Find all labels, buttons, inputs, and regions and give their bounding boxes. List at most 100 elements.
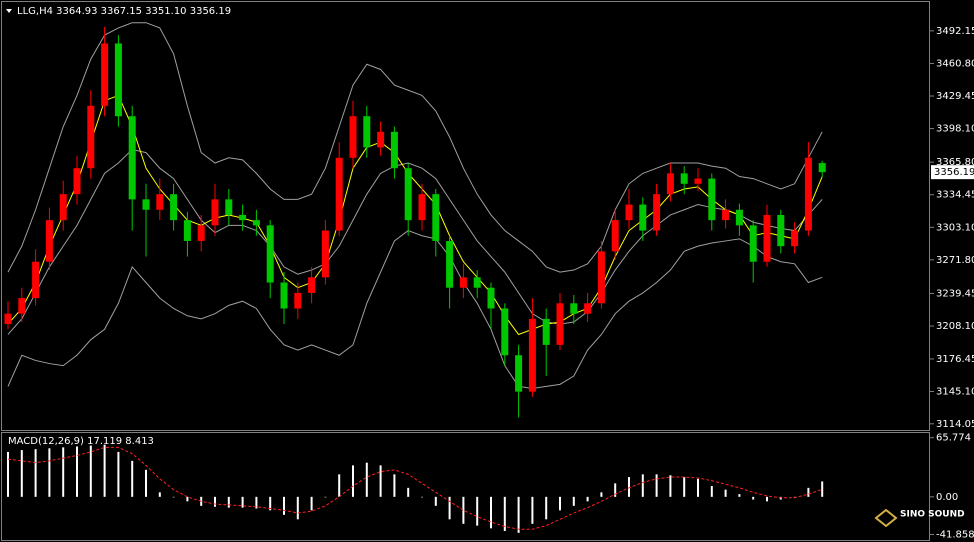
macd-bar bbox=[669, 475, 672, 497]
macd-bar bbox=[807, 487, 810, 497]
candle-body bbox=[570, 303, 578, 314]
signal-line bbox=[7, 446, 823, 530]
macd-bar bbox=[379, 465, 382, 497]
price-label-box bbox=[931, 165, 974, 180]
macd-bar bbox=[517, 496, 520, 533]
macd-bar bbox=[34, 449, 37, 497]
y-tick-label: 3492.15 bbox=[936, 26, 974, 37]
macd-bar bbox=[145, 469, 147, 497]
candle-body bbox=[280, 282, 288, 309]
macd-bar bbox=[545, 496, 548, 520]
macd-bar bbox=[365, 462, 368, 497]
macd-bar bbox=[117, 451, 120, 497]
macd-bar bbox=[572, 496, 575, 506]
macd-bar bbox=[186, 496, 189, 502]
macd-bar bbox=[821, 481, 824, 497]
macd-bar bbox=[766, 496, 768, 502]
candle-body bbox=[777, 214, 785, 247]
y-tick-label: 3303.10 bbox=[936, 222, 974, 233]
indicator-line bbox=[7, 148, 823, 335]
candle-body bbox=[114, 43, 122, 117]
y-tick-label: 3208.10 bbox=[936, 321, 974, 332]
macd-bar bbox=[697, 478, 699, 497]
y-tick-label: 65.774 bbox=[936, 433, 971, 444]
macd-bar bbox=[559, 496, 561, 511]
symbol-header: LLG,H4 3364.93 3367.15 3351.10 3356.19 bbox=[17, 6, 231, 17]
candle-body bbox=[639, 204, 647, 231]
candle-body bbox=[266, 225, 274, 283]
candle-body bbox=[708, 178, 716, 221]
candle-body bbox=[211, 199, 219, 226]
macd-bar bbox=[310, 496, 313, 511]
macd-bar bbox=[103, 444, 106, 497]
macd-bar bbox=[76, 446, 78, 497]
candle-body bbox=[584, 303, 592, 314]
macd-bar bbox=[490, 496, 492, 529]
indicator-line bbox=[7, 94, 823, 336]
candle-body bbox=[363, 116, 371, 148]
candle-body bbox=[432, 194, 440, 241]
macd-bar bbox=[586, 496, 589, 502]
macd-bar bbox=[172, 496, 175, 498]
macd-bar bbox=[752, 496, 755, 500]
candle-body bbox=[611, 220, 619, 252]
macd-bar bbox=[89, 445, 92, 497]
y-tick-label: 3398.10 bbox=[936, 124, 974, 135]
candle-body bbox=[239, 214, 247, 221]
candle-body bbox=[528, 318, 536, 392]
macd-bar bbox=[324, 496, 327, 498]
macd-bar bbox=[793, 496, 796, 498]
y-tick-label: 3365.80 bbox=[936, 157, 974, 168]
macd-bar bbox=[683, 477, 686, 497]
candle-body bbox=[418, 194, 426, 221]
candle-body bbox=[390, 131, 398, 169]
candle-body bbox=[791, 230, 799, 247]
y-tick-label: 3145.10 bbox=[936, 387, 974, 398]
y-tick-label: 3271.80 bbox=[936, 255, 974, 266]
macd-bar bbox=[7, 451, 9, 497]
macd-bar bbox=[710, 486, 713, 497]
indicator-line bbox=[7, 22, 823, 273]
logo-icon bbox=[874, 508, 898, 528]
macd-bar bbox=[421, 496, 423, 498]
macd-bar bbox=[600, 492, 603, 497]
candle-body bbox=[4, 313, 12, 325]
macd-bar bbox=[448, 496, 451, 520]
candle-body bbox=[321, 230, 329, 278]
macd-bar bbox=[724, 489, 727, 497]
candle-body bbox=[735, 209, 743, 226]
candle-body bbox=[142, 199, 150, 210]
menu-arrow bbox=[6, 9, 12, 13]
y-tick-label: 3334.45 bbox=[936, 190, 974, 201]
candle-body bbox=[156, 194, 164, 210]
macd-bar bbox=[503, 496, 506, 532]
macd-bar bbox=[393, 474, 396, 497]
candle-body bbox=[59, 194, 67, 221]
candle-body bbox=[487, 287, 495, 309]
y-tick-label: -41.858 bbox=[936, 529, 974, 540]
macd-bar bbox=[738, 494, 741, 497]
candle-body bbox=[818, 163, 826, 173]
macd-bar bbox=[269, 496, 272, 511]
macd-bar bbox=[614, 483, 617, 497]
candle-body bbox=[680, 173, 688, 184]
candle-body bbox=[694, 178, 702, 184]
macd-bar bbox=[20, 450, 23, 497]
candle-body bbox=[294, 292, 302, 309]
y-tick-label: 3114.05 bbox=[936, 419, 974, 430]
y-tick-label: 0.00 bbox=[936, 492, 958, 503]
candle-body bbox=[377, 131, 385, 148]
macd-bar bbox=[158, 492, 161, 497]
candle-body bbox=[763, 214, 771, 262]
candle-body bbox=[473, 277, 481, 288]
main-pane-border bbox=[1, 1, 930, 431]
candle-body bbox=[45, 220, 53, 262]
macd-bar bbox=[48, 448, 51, 497]
candle-body bbox=[542, 318, 550, 345]
candle-body bbox=[349, 116, 357, 158]
macd-bar bbox=[241, 496, 244, 508]
candle-body bbox=[128, 116, 136, 200]
